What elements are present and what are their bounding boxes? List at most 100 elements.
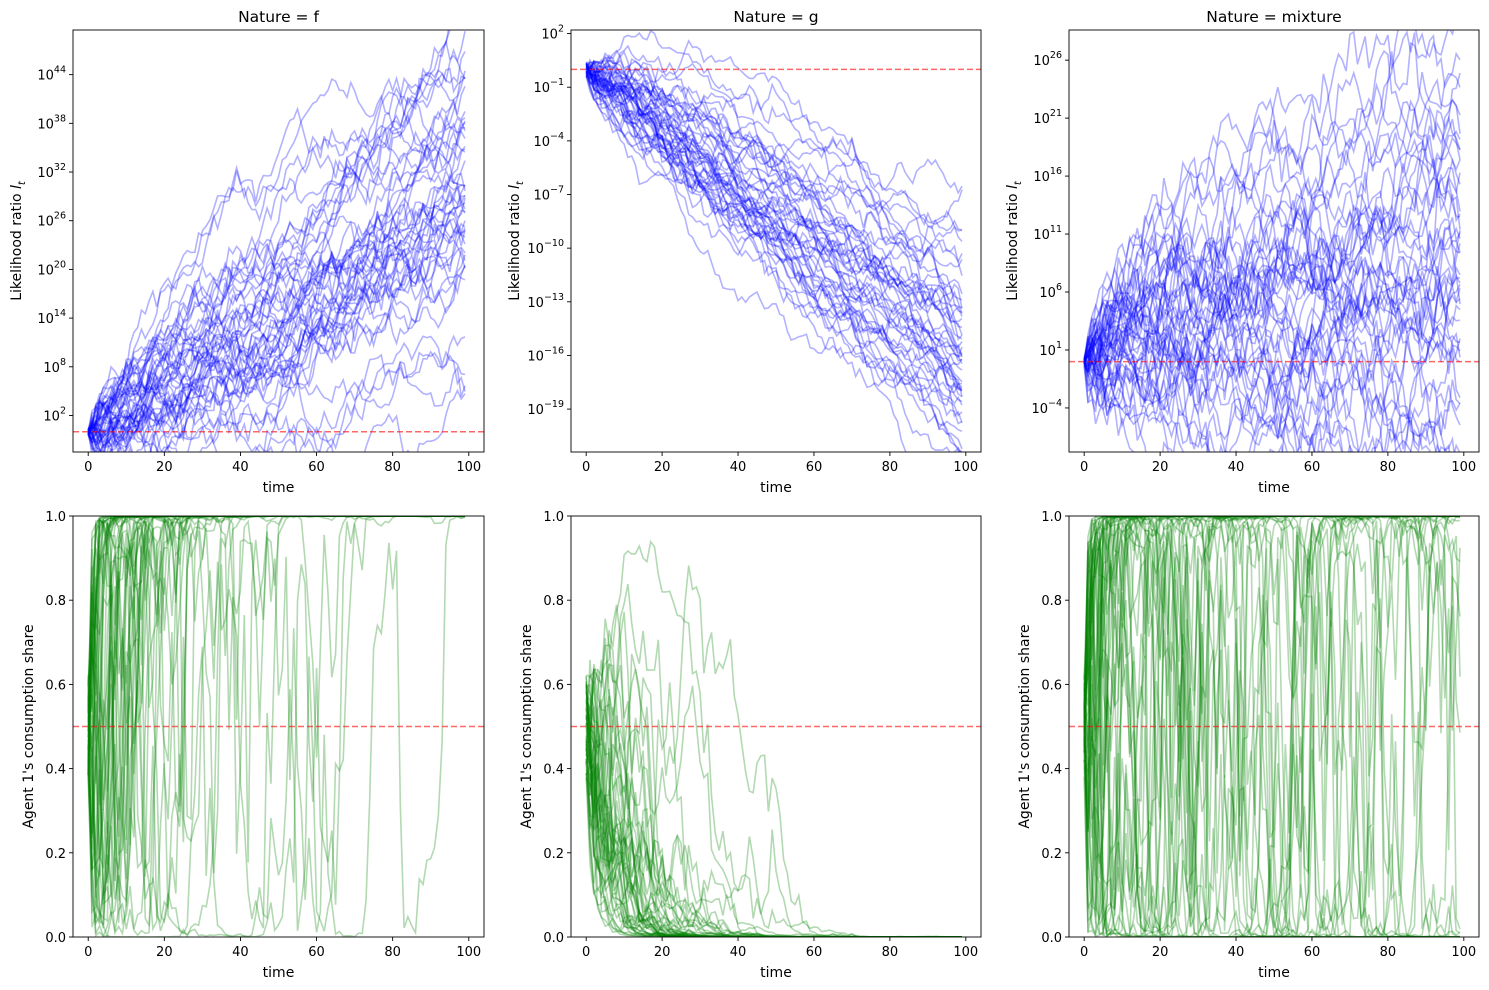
subplot-5: 0 20 40 60 80 100 0.0 0.2 0.4 0.6 0.8 1.0 time Agent … — [519, 510, 982, 981]
series-line-34 — [1083, 98, 1461, 368]
y-tick-label: 0.4 — [45, 763, 66, 778]
series-group — [73, 516, 484, 937]
series-line-8 — [585, 70, 963, 310]
series-line-13 — [586, 67, 961, 452]
series-line-36 — [87, 30, 450, 442]
series-line-26 — [585, 67, 963, 375]
series-line-16 — [585, 56, 963, 329]
series-line-3 — [87, 218, 466, 436]
series-line-21 — [87, 516, 465, 906]
series-line-16 — [1083, 358, 1461, 452]
series-line-38 — [87, 204, 466, 431]
series-line-17 — [585, 65, 963, 358]
y-tick-label: 0.0 — [543, 931, 564, 946]
y-tick-label: 1032 — [37, 162, 66, 181]
axes-frame — [72, 515, 485, 938]
series-line-5 — [585, 669, 962, 937]
series-line-10 — [1083, 520, 1461, 937]
series-line-7 — [1083, 516, 1460, 937]
series-line-33 — [585, 723, 962, 937]
series-line-14 — [87, 516, 466, 937]
y-tick-label: 0.6 — [45, 678, 66, 693]
series-line-25 — [1083, 357, 1446, 452]
series-line-3 — [1083, 281, 1461, 452]
subplot-1: 0 20 40 60 80 100 102 108 1014 1020 1026 1032 1038 10… — [9, 8, 485, 496]
y-tick-label: 106 — [1039, 282, 1062, 301]
series-line-15 — [1083, 239, 1461, 398]
series-line-41 — [1083, 516, 1461, 724]
series-line-40 — [585, 75, 963, 276]
series-line-31 — [1083, 321, 1461, 452]
series-line-9 — [1083, 220, 1461, 366]
series-line-28 — [1083, 176, 1461, 391]
y-axis-label: Agent 1's consumption share — [21, 624, 37, 828]
series-line-44 — [1083, 33, 1461, 426]
series-line-39 — [1083, 283, 1431, 452]
series-line-14 — [87, 360, 466, 452]
series-line-3 — [1083, 516, 1461, 937]
y-tick-label: 0.2 — [543, 847, 564, 862]
series-line-22 — [586, 70, 963, 245]
series-line-48 — [87, 516, 465, 929]
series-line-14 — [585, 59, 963, 340]
series-line-14 — [1083, 516, 1460, 937]
subplot-6: 0 20 40 60 80 100 0.0 0.2 0.4 0.6 0.8 1.0 time Agent … — [1017, 510, 1480, 981]
y-tick-label: 1026 — [1033, 50, 1062, 69]
series-line-24 — [585, 76, 963, 358]
series-line-5 — [586, 60, 963, 390]
x-tick-label: 0 — [1080, 460, 1088, 475]
series-line-18 — [87, 335, 466, 443]
x-tick-label: 80 — [384, 460, 401, 475]
y-tick-label: 1020 — [37, 259, 66, 278]
series-line-37 — [585, 60, 963, 356]
series-line-25 — [585, 63, 963, 450]
axes-frame — [570, 29, 982, 453]
series-line-27 — [87, 195, 466, 449]
y-axis-label: Likelihood ratio lt — [1005, 180, 1024, 301]
x-tick-label: 40 — [730, 945, 747, 960]
series-line-43 — [87, 220, 466, 451]
series-line-13 — [1083, 521, 1460, 937]
y-tick-label: 1.0 — [543, 510, 564, 525]
series-line-15 — [87, 254, 466, 435]
series-line-21 — [585, 722, 962, 937]
series-line-9 — [87, 190, 466, 452]
series-line-47 — [1083, 516, 1460, 937]
series-line-23 — [585, 59, 963, 391]
series-line-31 — [87, 30, 462, 443]
series-line-40 — [585, 773, 962, 937]
series-line-17 — [87, 106, 466, 434]
series-line-11 — [1083, 516, 1460, 937]
series-line-4 — [1083, 516, 1460, 937]
series-line-40 — [87, 516, 465, 839]
x-tick-label: 80 — [384, 945, 401, 960]
x-tick-label: 0 — [84, 460, 92, 475]
x-axis-label: time — [1258, 965, 1290, 981]
series-line-45 — [1083, 172, 1461, 361]
series-line-30 — [585, 50, 963, 309]
series-line-19 — [1083, 153, 1461, 407]
series-line-33 — [87, 51, 466, 445]
series-line-32 — [87, 516, 465, 877]
y-tick-label: 1021 — [1033, 108, 1062, 127]
series-line-9 — [1083, 516, 1461, 766]
series-line-8 — [1083, 313, 1461, 449]
series-line-5 — [1083, 294, 1461, 452]
series-line-49 — [87, 516, 465, 766]
series-line-5 — [1083, 516, 1461, 937]
y-tick-label: 102 — [43, 405, 66, 424]
series-line-18 — [1083, 71, 1461, 365]
series-line-44 — [585, 539, 962, 937]
series-line-16 — [87, 516, 466, 937]
series-line-11 — [585, 618, 962, 937]
series-line-45 — [585, 62, 907, 452]
series-line-43 — [1083, 149, 1461, 372]
series-line-44 — [87, 246, 466, 452]
series-line-27 — [585, 67, 963, 341]
series-line-9 — [585, 58, 963, 392]
series-line-21 — [87, 179, 466, 449]
x-tick-label: 80 — [882, 945, 899, 960]
series-line-37 — [585, 668, 962, 937]
series-line-7 — [586, 64, 963, 321]
